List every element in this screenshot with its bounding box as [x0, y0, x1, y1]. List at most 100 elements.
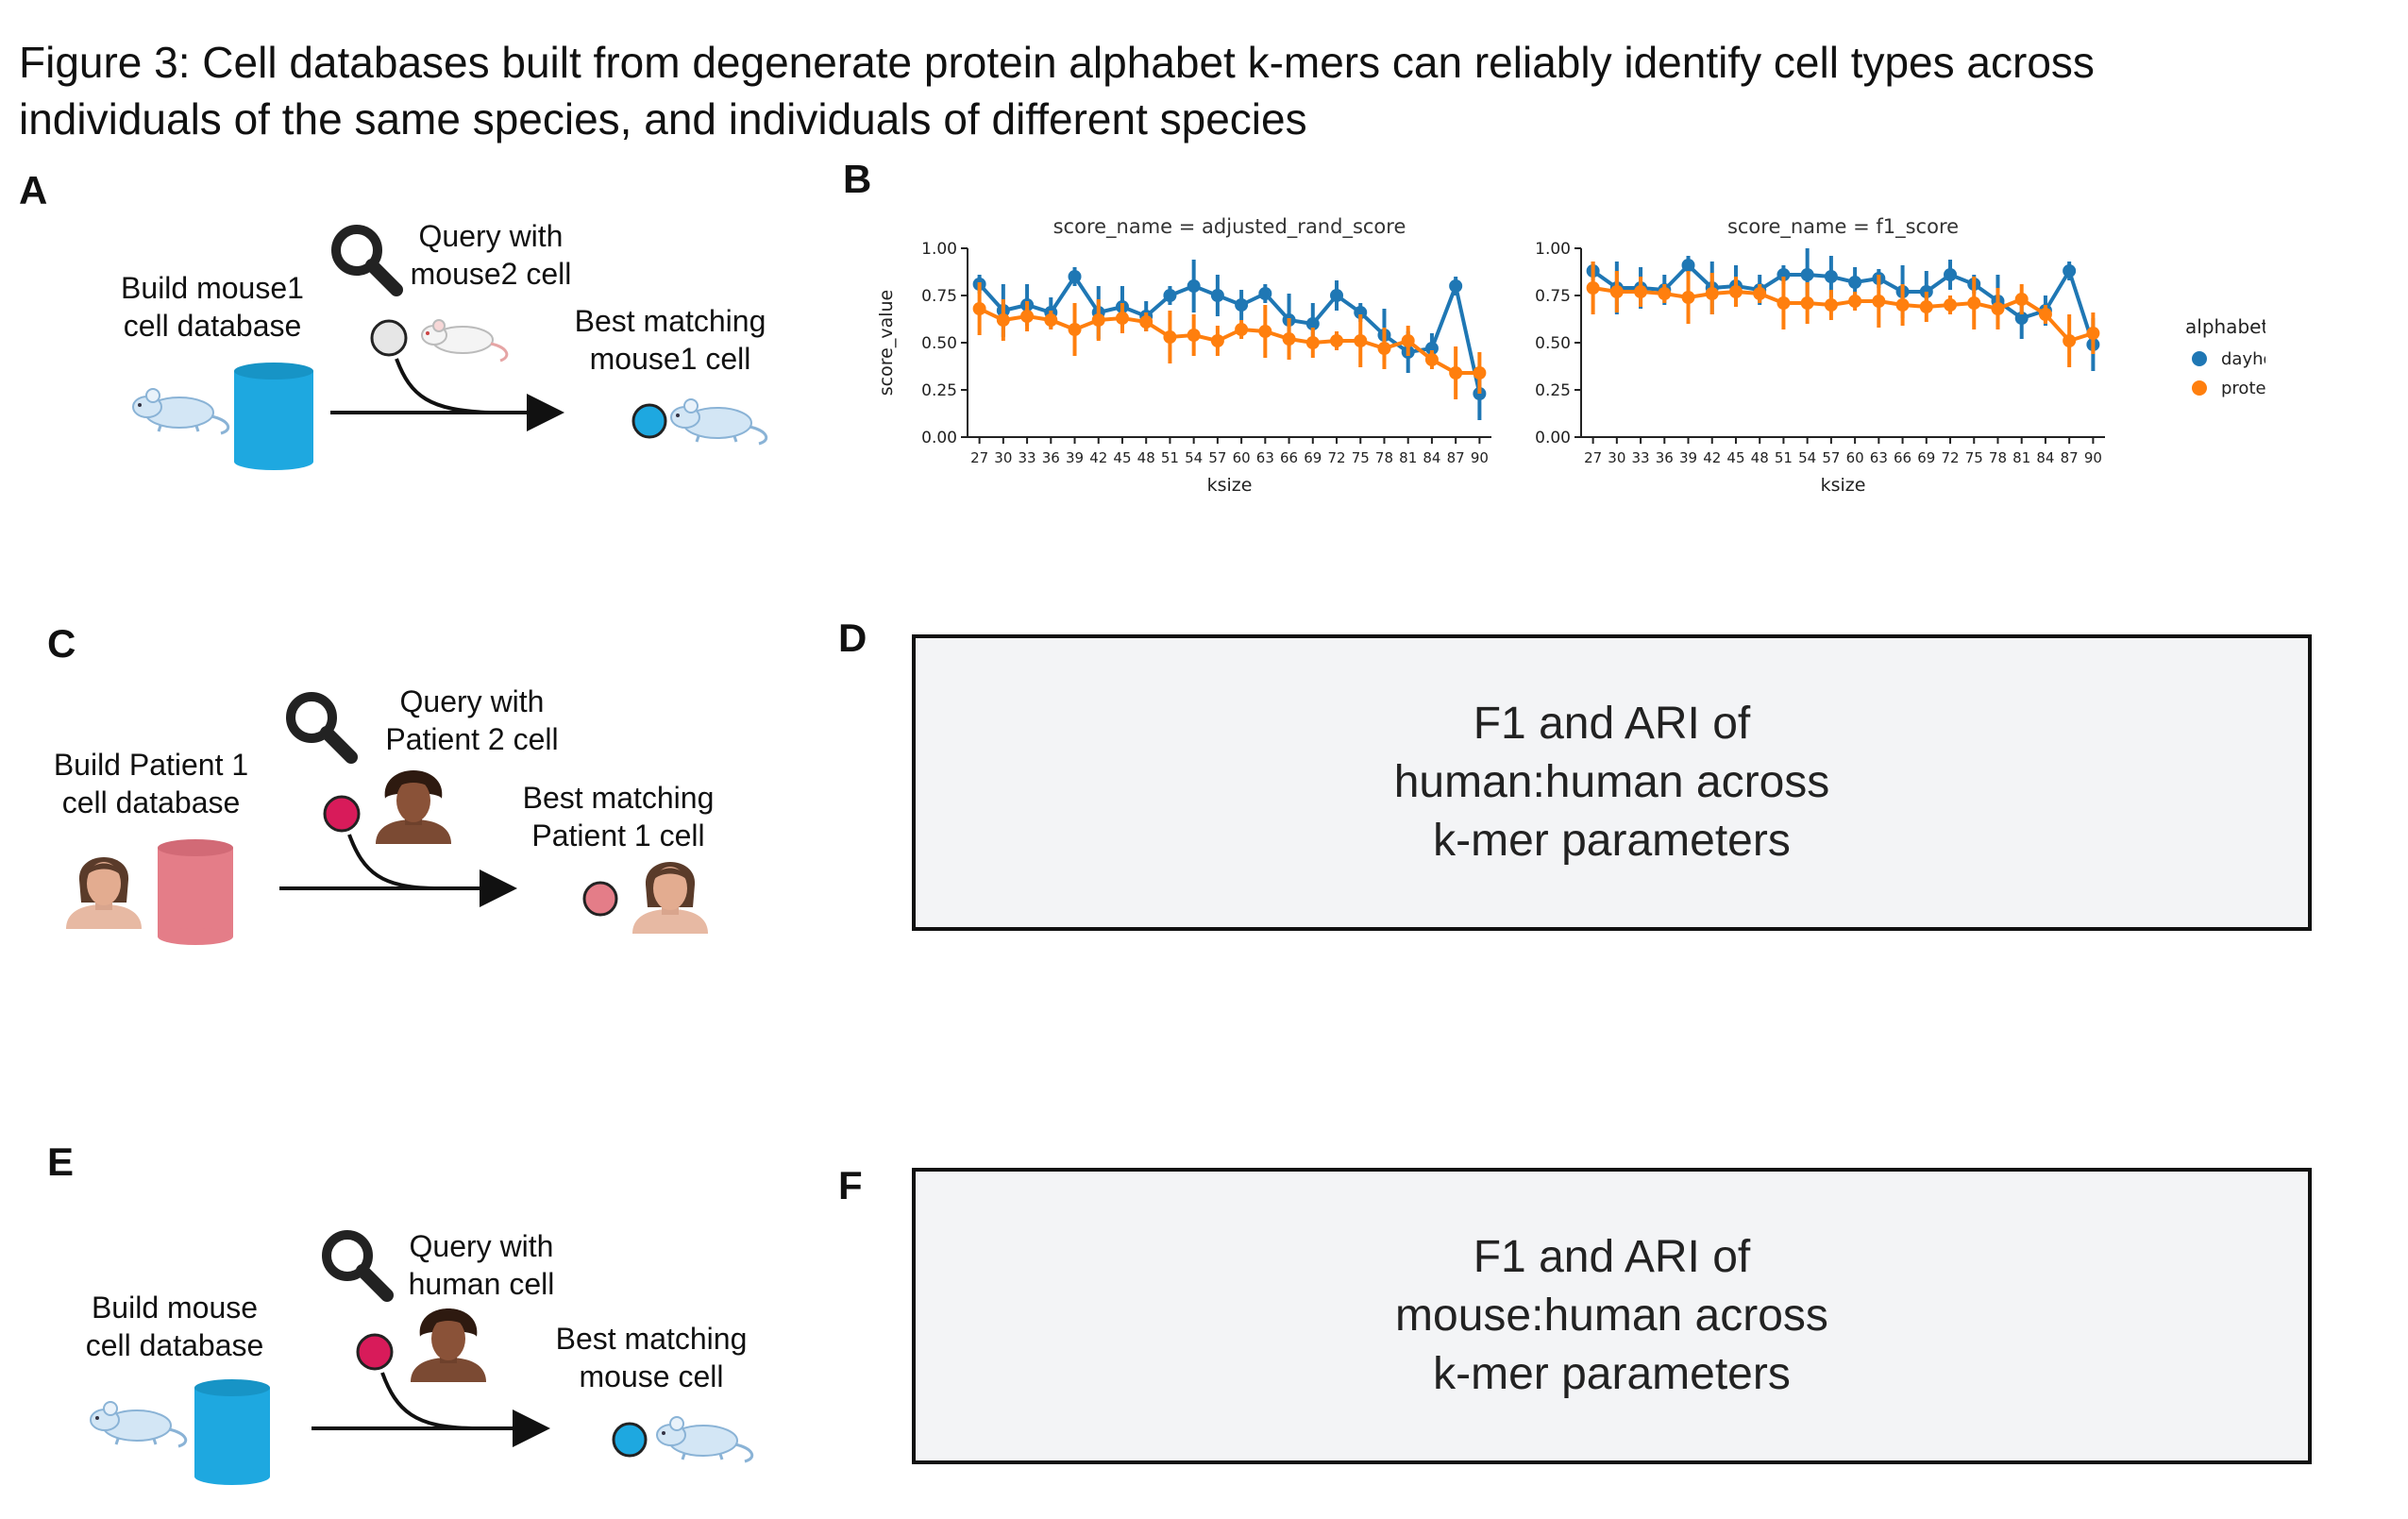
panel-a-result-line1: Best matching: [574, 304, 766, 338]
x-tick-label: 36: [1656, 449, 1674, 466]
panel-f-label: F: [838, 1163, 863, 1207]
x-tick-label: 72: [1327, 449, 1345, 466]
data-point-dayhoff: [1800, 268, 1814, 281]
panel-c-label: C: [47, 621, 76, 666]
x-tick-label: 75: [1352, 449, 1370, 466]
panel-e-diagram: [89, 1086, 754, 1485]
data-point-protein: [1473, 366, 1487, 380]
panel-f-line3: k-mer parameters: [1433, 1349, 1791, 1399]
x-tick-label: 66: [1280, 449, 1298, 466]
data-point-protein: [1658, 287, 1672, 300]
data-point-dayhoff: [1163, 289, 1177, 302]
data-point-protein: [1020, 310, 1035, 323]
y-tick-label: 0.75: [1535, 287, 1571, 306]
data-point-protein: [1824, 298, 1838, 312]
data-point-protein: [1449, 366, 1463, 380]
data-point-protein: [1705, 287, 1719, 300]
query-cell-dot: [370, 319, 408, 357]
legend-marker-dayhoff: [2192, 351, 2207, 366]
x-tick-label: 84: [1423, 449, 1440, 466]
data-point-protein: [1330, 334, 1344, 347]
data-point-protein: [1424, 353, 1439, 366]
data-point-protein: [1681, 291, 1695, 304]
result-cell-dot: [631, 403, 667, 439]
magnifier-icon: [291, 697, 351, 757]
x-tick-label: 63: [1870, 449, 1888, 466]
data-point-protein: [1354, 334, 1368, 347]
data-point-dayhoff: [1068, 270, 1082, 283]
database-icon: [194, 1379, 270, 1485]
y-tick-label: 1.00: [921, 240, 957, 259]
panel-a-query-line2: mouse2 cell: [410, 257, 572, 291]
panel-e-build-line1: Build mouse: [91, 1291, 259, 1325]
data-point-protein: [1115, 312, 1129, 325]
data-point-dayhoff: [1305, 317, 1320, 330]
panel-d-placeholder: F1 and ARI of human:human across k-mer p…: [912, 634, 2312, 931]
y-tick-label: 0.00: [921, 429, 957, 447]
x-tick-label: 33: [1632, 449, 1650, 466]
x-tick-label: 60: [1846, 449, 1864, 466]
panel-c-query-line1: Query with: [399, 684, 545, 718]
y-tick-label: 0.50: [921, 334, 957, 353]
data-point-protein: [2014, 293, 2029, 306]
mouse-icon: [420, 318, 509, 363]
data-point-protein: [1753, 287, 1767, 300]
data-point-protein: [2038, 308, 2052, 321]
legend-label-dayhoff: dayhoff: [2221, 349, 2265, 369]
x-tick-label: 69: [1917, 449, 1935, 466]
query-cell-dot: [323, 795, 361, 833]
panel-c-diagram: [66, 566, 708, 945]
x-tick-label: 90: [1471, 449, 1489, 466]
panel-d-label: D: [838, 616, 867, 660]
panel-a-build-line1: Build mouse1: [121, 271, 304, 305]
x-tick-label: 90: [2084, 449, 2102, 466]
panel-e-result-line2: mouse cell: [579, 1359, 724, 1393]
data-point-dayhoff: [2014, 312, 2029, 325]
x-tick-label: 51: [1775, 449, 1793, 466]
data-point-protein: [1944, 298, 1958, 312]
panel-e-build-line2: cell database: [85, 1328, 264, 1362]
panel-d-line2: human:human across: [1393, 757, 1830, 807]
x-tick-label: 45: [1113, 449, 1131, 466]
data-point-dayhoff: [1449, 279, 1463, 293]
data-point-protein: [1163, 330, 1177, 344]
data-point-protein: [1187, 329, 1201, 342]
database-icon: [234, 363, 313, 470]
x-tick-label: 57: [1822, 449, 1840, 466]
data-point-dayhoff: [1681, 259, 1695, 272]
human-icon: [411, 1308, 486, 1382]
data-point-dayhoff: [1848, 276, 1862, 289]
data-point-protein: [1848, 295, 1862, 308]
figure-title-line1: Figure 3: Cell databases built from dege…: [19, 38, 2095, 87]
y-tick-label: 0.75: [921, 287, 957, 306]
series-line-protein: [1592, 286, 2094, 344]
data-point-protein: [1068, 323, 1082, 336]
panel-c-result-text: Best matching Patient 1 cell: [500, 779, 736, 854]
data-point-protein: [1895, 298, 1910, 312]
panel-c-build-text: Build Patient 1 cell database: [28, 746, 274, 821]
panel-a-result-line2: mouse1 cell: [589, 342, 751, 376]
x-tick-label: 69: [1304, 449, 1322, 466]
data-point-protein: [1377, 342, 1391, 355]
data-point-protein: [972, 302, 986, 315]
data-point-protein: [2063, 334, 2077, 347]
x-tick-label: 54: [1798, 449, 1816, 466]
mouse-icon: [655, 1415, 754, 1463]
data-point-dayhoff: [1944, 268, 1958, 281]
data-point-dayhoff: [2063, 264, 2077, 278]
x-tick-label: 30: [994, 449, 1012, 466]
x-tick-label: 39: [1679, 449, 1697, 466]
arrow-icon: [395, 358, 492, 414]
panel-a-diagram: [131, 0, 768, 470]
y-tick-label: 0.00: [1535, 429, 1571, 447]
chart-title: score_name = f1_score: [1727, 215, 1959, 239]
series-line-dayhoff: [1591, 262, 2096, 346]
panel-a-build-text: Build mouse1 cell database: [90, 269, 335, 345]
figure-title-line2: individuals of the same species, and ind…: [19, 94, 1307, 143]
panel-e-result-text: Best matching mouse cell: [533, 1320, 769, 1395]
series-line-protein: [978, 307, 1480, 375]
x-tick-label: 54: [1185, 449, 1203, 466]
panel-c-query-line2: Patient 2 cell: [385, 722, 559, 756]
human-icon: [66, 857, 142, 929]
panel-e-result-line1: Best matching: [555, 1322, 748, 1356]
